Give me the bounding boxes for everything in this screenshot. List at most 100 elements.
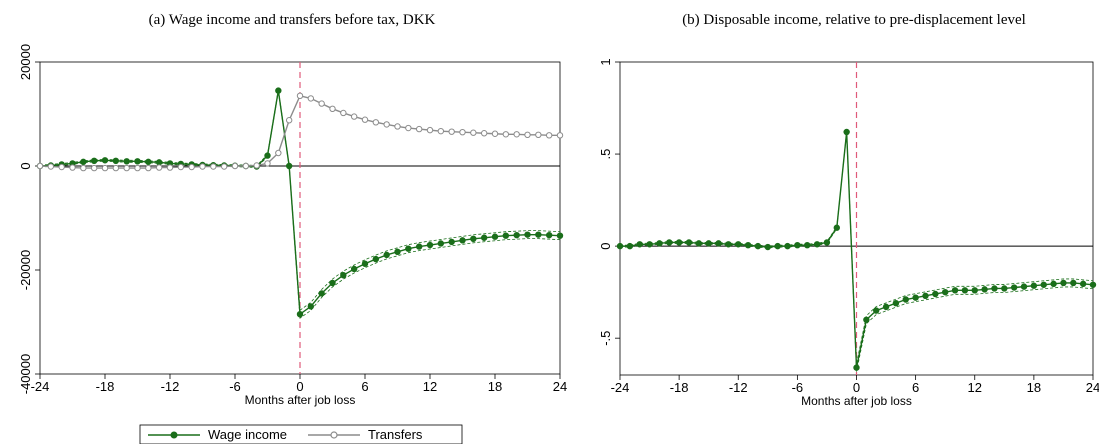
- panel-b-xtick-label: -6: [792, 380, 804, 395]
- panel-b-disposable-income-point: [1070, 279, 1077, 287]
- panel-a-wage-income-point: [372, 255, 380, 263]
- panel-b-disposable-income-point: [1050, 280, 1057, 288]
- panel-a-transfers-point: [307, 95, 315, 102]
- panel-a-transfers-point: [350, 113, 358, 120]
- panel-b-disposable-income-point: [1001, 285, 1008, 292]
- panel-a-transfers-point: [318, 100, 325, 107]
- panel-a-wage-income-point: [350, 265, 358, 273]
- panel-b-disposable-income-point: [764, 243, 772, 251]
- panel-b-xtick-label: 12: [968, 380, 982, 395]
- panel-a-wage-income-point: [502, 232, 510, 239]
- panel-a-transfers-point: [155, 164, 163, 171]
- panel-a-transfers-point: [329, 105, 336, 113]
- panel-b-ytick-label: .5: [598, 149, 613, 160]
- panel-a-ytick-label: 20000: [18, 44, 33, 80]
- panel-a-transfers-point: [361, 116, 369, 123]
- panel-a-xtick-label: -12: [161, 379, 180, 394]
- panel-a-wage-income-point: [491, 233, 499, 240]
- panel-b-disposable-income-point: [1010, 284, 1018, 291]
- panel-a-wage-income-point: [556, 232, 564, 239]
- panel-b-disposable-income-point: [685, 239, 693, 246]
- panel-a-ytick-label: -20000: [18, 250, 33, 290]
- panel-a-transfers-point: [210, 163, 217, 170]
- panel-b-disposable-income-point: [922, 292, 929, 300]
- panel-a-title: (a) Wage income and transfers before tax…: [149, 12, 436, 28]
- panel-b-disposable-income-ci-lower: [620, 132, 1094, 372]
- panel-a-wage-income-point: [101, 157, 109, 164]
- panel-a-xtick-label: -6: [229, 379, 241, 394]
- panel-a-xtick-label: 24: [553, 379, 567, 394]
- panel-b-disposable-income-point: [784, 242, 791, 250]
- panel-b-disposable-income-point: [813, 241, 821, 248]
- panel-b-disposable-income-point: [863, 316, 870, 323]
- panel-b-disposable-income-point: [823, 239, 831, 246]
- panel-b-ytick-label: 1: [598, 58, 613, 65]
- panel-a-wage-income-point: [361, 260, 369, 267]
- panel-a-wage-income-point: [134, 158, 141, 165]
- panel-a-transfers-point: [166, 164, 174, 171]
- panel-a-wage-income-point: [145, 158, 152, 166]
- panel-a-wage-income-point: [448, 238, 455, 246]
- panel-a-wage-income-point: [459, 237, 466, 244]
- panel-a-transfers-point: [535, 131, 542, 139]
- panel-b-xtick-label: 0: [853, 380, 860, 395]
- panel-a-transfers-point: [545, 132, 553, 139]
- panel-a-transfers-point: [101, 164, 109, 172]
- panel-b-disposable-income-point: [882, 303, 890, 311]
- panel-a-xtick-label: 18: [488, 379, 502, 394]
- panel-a-wage-income-point: [80, 158, 87, 166]
- panel-b-disposable-income-point: [853, 364, 860, 371]
- panel-b-disposable-income-point: [804, 241, 811, 249]
- panel-b-disposable-income-point: [873, 307, 880, 314]
- panel-a-wage-income-point: [545, 231, 553, 239]
- panel-b-disposable-income-point: [902, 296, 909, 303]
- panel-b-disposable-income-point: [754, 242, 762, 250]
- panel-b-disposable-income-point: [695, 240, 703, 247]
- panel-a-wage-income-point: [123, 158, 130, 165]
- panel-b-disposable-income-point: [1020, 283, 1028, 290]
- panel-a-xtick-label: 6: [361, 379, 368, 394]
- panel-a-xtick-label: 0: [296, 379, 303, 394]
- panel-a-wage-income-point: [264, 152, 271, 159]
- panel-b-disposable-income-point: [616, 242, 624, 250]
- panel-a-transfers-point: [188, 163, 195, 171]
- panel-a-wage-income-point: [307, 303, 315, 310]
- panel-a-transfers-point: [513, 131, 520, 138]
- panel-a-transfers-point: [437, 127, 445, 135]
- legend-wage-marker: [170, 431, 178, 439]
- panel-b-xtick-label: -12: [729, 380, 748, 395]
- panel-b-ytick-label: -.5: [598, 331, 613, 346]
- panel-a-wage-income-point: [318, 290, 325, 297]
- panel-b-xtick-label: -18: [670, 380, 689, 395]
- panel-a-transfers-point: [47, 163, 55, 170]
- panel-a-transfers-point: [36, 162, 44, 170]
- panel-b-disposable-income-point: [991, 285, 998, 292]
- panel-a-transfers-point: [340, 109, 347, 117]
- panel-a-wage-income-point: [340, 272, 347, 279]
- panel-b-disposable-income-point: [951, 287, 959, 294]
- panel-b-disposable-income-point: [666, 239, 673, 246]
- panel-a-xtick-label: -18: [96, 379, 115, 394]
- panel-b-disposable-income-point: [941, 288, 949, 296]
- panel-b-disposable-income-point: [971, 287, 978, 294]
- panel-a-transfers-point: [275, 149, 282, 157]
- panel-a-transfers-point: [264, 160, 271, 167]
- panel-a-transfers-point: [372, 119, 380, 126]
- panel-a: (a) Wage income and transfers before tax…: [18, 12, 567, 407]
- panel-a-transfers-point: [220, 163, 228, 170]
- panel-b-disposable-income-point: [675, 239, 683, 246]
- legend-transfers-label: Transfers: [368, 427, 423, 442]
- panel-a-wage-income-point: [275, 87, 282, 94]
- panel-a-wage-income-point: [426, 241, 434, 249]
- panel-a-transfers-point: [285, 117, 293, 124]
- legend-wage-label: Wage income: [208, 427, 287, 442]
- panel-a-wage-income-point: [285, 162, 293, 170]
- panel-a-wage-income-point: [524, 231, 531, 238]
- panel-a-transfers-point: [58, 163, 65, 171]
- panel-a-transfers-point: [470, 129, 477, 136]
- panel-a-xtick-label: 12: [423, 379, 437, 394]
- panel-a-transfers-point: [524, 131, 531, 139]
- panel-b: (b) Disposable income, relative to pre-d…: [598, 12, 1099, 408]
- legend: Wage income Transfers: [139, 424, 463, 444]
